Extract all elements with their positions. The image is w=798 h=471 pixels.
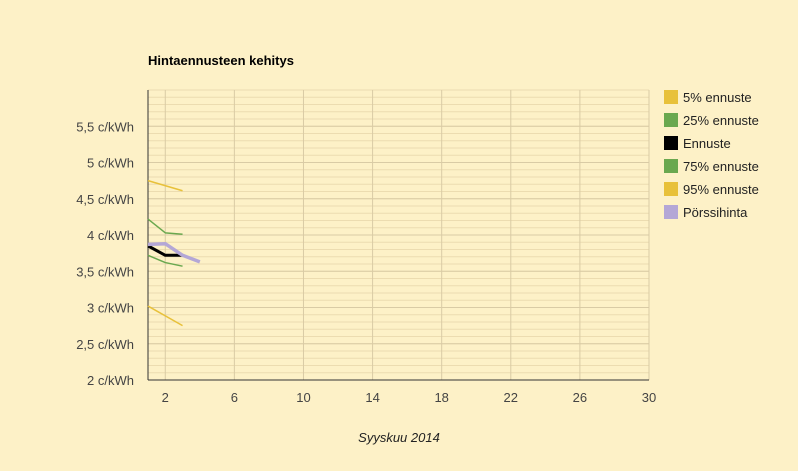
x-tick-label: 18	[434, 390, 448, 405]
legend-swatch	[664, 113, 678, 127]
x-tick-label: 30	[642, 390, 656, 405]
y-tick-label: 5 c/kWh	[87, 156, 134, 171]
y-tick-label: 4 c/kWh	[87, 228, 134, 243]
series-group	[147, 179, 201, 327]
legend-swatch	[664, 90, 678, 104]
legend-label: 5% ennuste	[683, 90, 752, 105]
legend-label: Pörssihinta	[683, 205, 748, 220]
x-tick-label: 26	[573, 390, 587, 405]
x-tick-label: 14	[365, 390, 379, 405]
legend: 5% ennuste 25% ennuste Ennuste 75% ennuste 9…	[664, 90, 759, 220]
legend-swatch	[664, 159, 678, 173]
x-tick-label: 22	[504, 390, 518, 405]
y-tick-label: 2,5 c/kWh	[76, 337, 134, 352]
y-tick-label: 5,5 c/kWh	[76, 119, 134, 134]
legend-swatch	[664, 205, 678, 219]
axes	[147, 90, 649, 381]
x-tick-label: 6	[231, 390, 238, 405]
x-axis-label: Syyskuu 2014	[358, 430, 440, 445]
y-tick-label: 3,5 c/kWh	[76, 264, 134, 279]
legend-label: 75% ennuste	[683, 159, 759, 174]
series-line-1	[147, 254, 183, 267]
chart-title: Hintaennusteen kehitys	[148, 53, 294, 68]
legend-label: 25% ennuste	[683, 113, 759, 128]
legend-swatch	[664, 136, 678, 150]
x-axis-ticks: 2 6 10 14 18 22 26 30	[162, 390, 657, 405]
x-tick-label: 2	[162, 390, 169, 405]
y-tick-label: 2 c/kWh	[87, 373, 134, 388]
grid	[148, 89, 650, 381]
x-tick-label: 10	[296, 390, 310, 405]
y-tick-label: 4,5 c/kWh	[76, 192, 134, 207]
legend-label: 95% ennuste	[683, 182, 759, 197]
legend-swatch	[664, 182, 678, 196]
series-line-4	[147, 179, 183, 192]
series-line-5	[147, 241, 201, 264]
series-line-0	[147, 305, 183, 327]
y-axis-ticks: 2 c/kWh 2,5 c/kWh 3 c/kWh 3,5 c/kWh 4 c/kWh 4…	[76, 119, 134, 388]
series-line-2	[147, 244, 183, 257]
series-line-3	[147, 218, 183, 236]
y-tick-label: 3 c/kWh	[87, 301, 134, 316]
legend-label: Ennuste	[683, 136, 731, 151]
